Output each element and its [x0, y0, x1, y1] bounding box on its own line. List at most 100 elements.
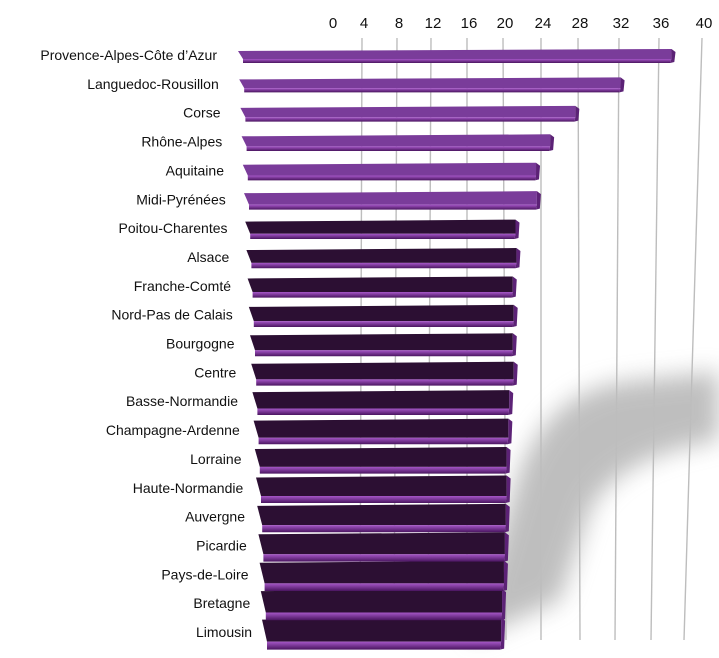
- bar: [254, 447, 511, 474]
- bar-top-face: [248, 304, 514, 322]
- bar: [258, 532, 509, 562]
- category-label: Franche-Comté: [134, 278, 231, 294]
- bar: [262, 617, 506, 650]
- bars: [238, 49, 676, 650]
- bar-end-cap: [500, 617, 506, 650]
- bar-top-face: [247, 276, 513, 293]
- bar: [239, 77, 625, 93]
- category-label: Nord-Pas de Calais: [111, 307, 232, 323]
- bar-end-cap: [507, 418, 513, 445]
- category-label: Bourgogne: [166, 336, 235, 352]
- bar-front-face: [255, 350, 513, 357]
- gridline: [650, 37, 660, 641]
- bar: [253, 418, 513, 445]
- bar-front-face: [244, 88, 621, 93]
- bar-end-cap: [549, 134, 555, 151]
- category-labels: Provence-Alpes-Côte d’Azur Languedoc-Rous…: [40, 47, 252, 640]
- bar-top-face: [258, 532, 505, 555]
- gridline: [577, 37, 581, 641]
- bar-front-face: [261, 495, 507, 503]
- bar: [248, 304, 518, 327]
- bar-top-face: [241, 134, 551, 147]
- bar-end-cap: [511, 276, 517, 298]
- bar-end-cap: [505, 447, 511, 474]
- bar: [247, 276, 517, 298]
- bar-front-face: [247, 175, 537, 181]
- bar-front-face: [253, 321, 514, 327]
- gridline: [614, 37, 620, 641]
- x-tick-label: 20: [497, 15, 514, 32]
- bar-end-cap: [574, 105, 580, 122]
- x-tick-label: 8: [395, 15, 403, 32]
- bar-front-face: [256, 379, 514, 386]
- bar-top-face: [260, 589, 503, 613]
- bar-top-face: [252, 390, 510, 409]
- bar: [256, 475, 511, 503]
- bar-front-face: [259, 466, 507, 474]
- bar-top-face: [242, 162, 537, 176]
- bar-end-cap: [515, 248, 521, 269]
- floor-shadow: [470, 372, 719, 640]
- bar: [257, 503, 510, 533]
- bar-front-face: [250, 233, 516, 239]
- x-tick-label: 12: [425, 15, 442, 32]
- bar: [250, 333, 517, 357]
- x-tick-label: 16: [461, 15, 478, 32]
- bar-end-cap: [501, 589, 507, 621]
- bar-top-face: [253, 418, 509, 438]
- bar-end-cap: [504, 503, 510, 533]
- category-label: Centre: [194, 364, 236, 380]
- bar-end-cap: [503, 532, 509, 562]
- bar: [238, 49, 676, 63]
- bar-front-face: [249, 204, 537, 210]
- x-tick-label: 24: [535, 15, 552, 32]
- bar-front-face: [251, 262, 517, 269]
- bar-top-face: [254, 447, 507, 467]
- bar-end-cap: [502, 560, 508, 591]
- bar-end-cap: [619, 77, 625, 93]
- bar-front-face: [264, 583, 504, 591]
- category-label: Bretagne: [193, 595, 250, 611]
- category-label: Pays-de-Loire: [161, 566, 248, 582]
- bar-end-cap: [535, 191, 541, 210]
- bar: [251, 361, 518, 386]
- bar-top-face: [245, 219, 516, 234]
- gridline: [683, 37, 703, 641]
- bar: [241, 134, 555, 151]
- category-label: Languedoc-Rousillon: [87, 76, 219, 92]
- bar-front-face: [245, 117, 576, 122]
- category-label: Midi-Pyrénées: [136, 191, 225, 207]
- bar-top-face: [256, 475, 507, 496]
- bar-top-face: [257, 503, 506, 526]
- x-tick-label: 36: [653, 15, 670, 32]
- bar-end-cap: [505, 475, 511, 503]
- bar: [260, 589, 507, 621]
- bar-end-cap: [508, 390, 514, 415]
- category-label: Rhône-Alpes: [141, 134, 222, 150]
- bar-top-face: [246, 248, 517, 263]
- bar-top-face: [238, 49, 672, 59]
- category-label: Limousin: [196, 624, 252, 640]
- category-label: Alsace: [187, 249, 229, 265]
- bar-front-face: [246, 146, 551, 151]
- bar: [244, 191, 541, 210]
- category-label: Picardie: [196, 537, 247, 553]
- category-label: Champagne-Ardenne: [106, 422, 240, 438]
- bar-end-cap: [512, 304, 518, 327]
- bar: [240, 105, 580, 122]
- bar-front-face: [265, 612, 503, 621]
- x-tick-label: 0: [329, 15, 337, 32]
- category-label: Lorraine: [190, 451, 242, 467]
- bar-front-face: [258, 437, 509, 445]
- bar: [245, 219, 520, 239]
- bar-front-face: [252, 292, 513, 298]
- x-tick-label: 4: [360, 15, 368, 32]
- category-label: Auvergne: [185, 509, 245, 525]
- x-tick-label: 40: [696, 15, 713, 32]
- bar-front-face: [257, 408, 510, 415]
- x-tick-label: 28: [572, 15, 589, 32]
- bar-top-face: [251, 361, 514, 380]
- bar: [259, 560, 508, 591]
- bar-top-face: [240, 105, 576, 118]
